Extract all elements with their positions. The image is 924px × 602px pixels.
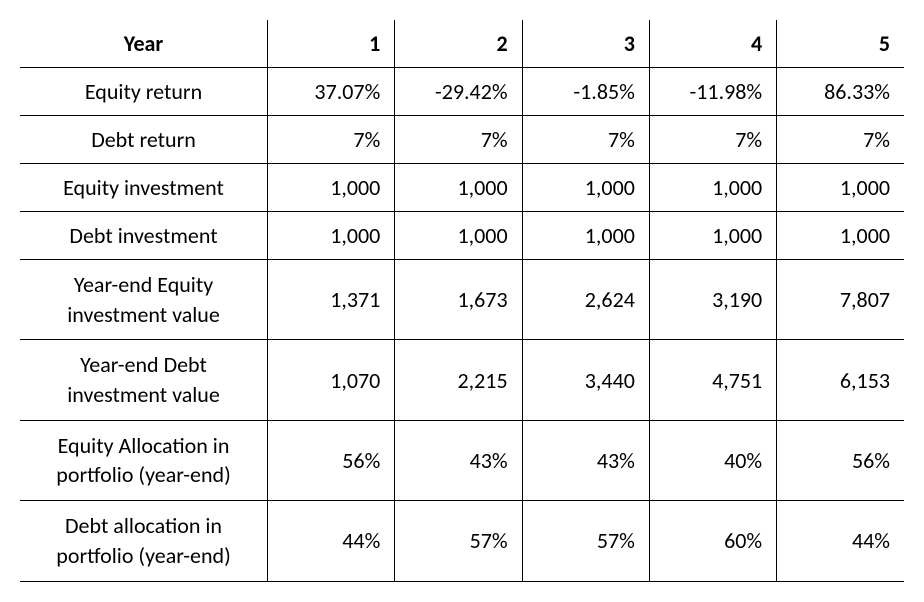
row-value: 1,673 <box>395 260 522 340</box>
row-label: Debt investment <box>20 212 268 260</box>
table-row: Debt allocation in portfolio (year-end) … <box>20 501 904 581</box>
header-label: Year <box>20 20 268 68</box>
row-value: 7% <box>268 116 395 164</box>
row-value: 56% <box>268 420 395 500</box>
row-value: 1,000 <box>395 212 522 260</box>
row-value: 44% <box>268 501 395 581</box>
row-value: 60% <box>649 501 776 581</box>
row-value: 1,000 <box>522 212 649 260</box>
row-value: 1,000 <box>268 212 395 260</box>
row-value: 1,000 <box>777 212 904 260</box>
row-value: 1,000 <box>777 164 904 212</box>
row-label: Year-end Equity investment value <box>20 260 268 340</box>
row-value: 57% <box>395 501 522 581</box>
row-value: 6,153 <box>777 340 904 420</box>
header-year-3: 3 <box>522 20 649 68</box>
row-value: 1,000 <box>522 164 649 212</box>
table-row: Year-end Equity investment value 1,371 1… <box>20 260 904 340</box>
row-value: 2,624 <box>522 260 649 340</box>
table-row: Equity return 37.07% -29.42% -1.85% -11.… <box>20 68 904 116</box>
row-label: Equity Allocation in portfolio (year-end… <box>20 420 268 500</box>
row-value: 7% <box>777 116 904 164</box>
row-value: 40% <box>649 420 776 500</box>
row-value: 7,807 <box>777 260 904 340</box>
row-value: 56% <box>777 420 904 500</box>
table-row: Equity investment 1,000 1,000 1,000 1,00… <box>20 164 904 212</box>
row-label: Debt allocation in portfolio (year-end) <box>20 501 268 581</box>
row-value: 43% <box>522 420 649 500</box>
row-value: 7% <box>649 116 776 164</box>
row-value: 1,000 <box>649 164 776 212</box>
table-row: Debt return 7% 7% 7% 7% 7% <box>20 116 904 164</box>
row-value: -29.42% <box>395 68 522 116</box>
row-label: Debt return <box>20 116 268 164</box>
investment-table: Year 1 2 3 4 5 Equity return 37.07% -29.… <box>20 20 904 582</box>
header-year-4: 4 <box>649 20 776 68</box>
row-value: 37.07% <box>268 68 395 116</box>
header-year-1: 1 <box>268 20 395 68</box>
table-header-row: Year 1 2 3 4 5 <box>20 20 904 68</box>
table-row: Equity Allocation in portfolio (year-end… <box>20 420 904 500</box>
row-value: -11.98% <box>649 68 776 116</box>
row-value: 7% <box>395 116 522 164</box>
row-value: 1,371 <box>268 260 395 340</box>
row-value: 1,070 <box>268 340 395 420</box>
table-body: Equity return 37.07% -29.42% -1.85% -11.… <box>20 68 904 582</box>
row-label: Year-end Debt investment value <box>20 340 268 420</box>
row-value: 1,000 <box>649 212 776 260</box>
header-year-2: 2 <box>395 20 522 68</box>
row-label: Equity investment <box>20 164 268 212</box>
row-value: -1.85% <box>522 68 649 116</box>
row-value: 86.33% <box>777 68 904 116</box>
row-value: 44% <box>777 501 904 581</box>
row-value: 43% <box>395 420 522 500</box>
row-value: 3,440 <box>522 340 649 420</box>
table-row: Debt investment 1,000 1,000 1,000 1,000 … <box>20 212 904 260</box>
row-value: 57% <box>522 501 649 581</box>
header-year-5: 5 <box>777 20 904 68</box>
row-value: 2,215 <box>395 340 522 420</box>
row-value: 1,000 <box>395 164 522 212</box>
row-value: 4,751 <box>649 340 776 420</box>
table-row: Year-end Debt investment value 1,070 2,2… <box>20 340 904 420</box>
row-value: 7% <box>522 116 649 164</box>
row-value: 3,190 <box>649 260 776 340</box>
row-label: Equity return <box>20 68 268 116</box>
row-value: 1,000 <box>268 164 395 212</box>
